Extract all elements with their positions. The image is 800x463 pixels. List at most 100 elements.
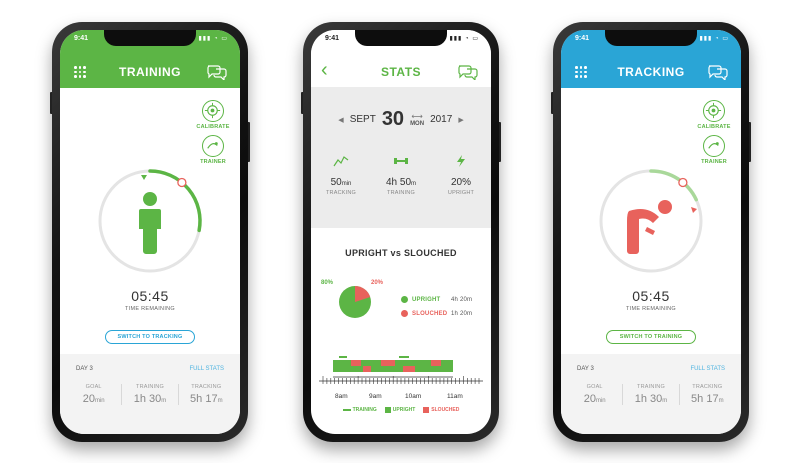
timeline-legend-upright: UPRIGHT (384, 407, 416, 413)
timeline-legend-slouched: SLOUCHED (423, 407, 459, 413)
legend-dot (401, 296, 408, 303)
legend-label: SLOUCHED (431, 407, 460, 413)
status-time: 9:41 (575, 35, 590, 42)
calibrate-button[interactable]: CALIBRATE (196, 100, 230, 130)
legend-label: UPRIGHT (412, 296, 441, 303)
status-time: 9:41 (325, 35, 340, 42)
progress-dial (599, 169, 703, 273)
menu-grid-icon[interactable] (74, 66, 86, 78)
stat-label: TRACKING (191, 384, 222, 390)
legend-label: SLOUCHED (412, 310, 448, 317)
axis-label: 11am (447, 393, 463, 400)
tracking-stat: TRACKING 5h 17m (678, 384, 735, 405)
legend-label: UPRIGHT (392, 407, 416, 413)
progress-knob (177, 177, 187, 188)
phone-tracking: 9:41 ▮▮▮ ◔ ▭ TRACKING (551, 22, 751, 442)
stat-unit: min (595, 398, 606, 404)
section-title: UPRIGHT vs SLOUCHED (345, 248, 457, 258)
upright-stat: 20% UPRIGHT (431, 154, 491, 196)
target-icon (703, 100, 725, 122)
day-label: DAY 3 (577, 366, 594, 372)
calibrate-button[interactable]: CALIBRATE (697, 100, 731, 130)
summary-stats: GOAL 20min TRAINING 1h 30m TRACKING 5h 1… (66, 384, 234, 405)
trainer-icon (703, 135, 725, 157)
stat-label: TRACKING (325, 190, 357, 196)
legend-duration: 4h 20m (451, 296, 473, 303)
chart-icon (333, 156, 349, 167)
back-chevron-icon[interactable]: ‹ (321, 59, 328, 81)
upright-person-icon (139, 192, 161, 254)
slouched-percent: 20% (371, 280, 384, 286)
switch-to-training-button[interactable]: SWITCH TO TRAINING (606, 330, 696, 344)
status-icons: ▮▮▮ ◔ ▭ (449, 36, 479, 42)
menu-grid-icon[interactable] (575, 66, 587, 78)
stat-value: 50 (330, 177, 342, 188)
stats-screen: 9:41 ▮▮▮ ◔ ▭ ‹ STATS ◀ SEPT 30 ⟷ MON 201… (311, 30, 491, 434)
axis-label: 10am (405, 393, 422, 400)
stat-value: 1h 30 (634, 393, 663, 405)
stat-unit: m (161, 398, 167, 404)
progress-knob (678, 177, 688, 188)
switch-to-tracking-button[interactable]: SWITCH TO TRACKING (105, 330, 195, 344)
full-stats-link[interactable]: FULL STATS (189, 366, 224, 372)
chat-icon[interactable] (457, 64, 479, 80)
axis-label: 8am (335, 393, 348, 400)
trainer-button[interactable]: TRAINER (697, 135, 731, 165)
goal-stat: GOAL 20min (567, 384, 622, 405)
chat-icon[interactable] (707, 64, 729, 80)
dumbbell-icon: ⟷ (411, 112, 423, 121)
calibrate-label: CALIBRATE (196, 124, 230, 130)
stat-value: 1h 30 (133, 393, 162, 405)
stat-label: TRAINING (637, 384, 665, 390)
position-marker-icon (141, 175, 147, 180)
timeline-slouch-segment (403, 366, 415, 372)
timeline-axis (319, 376, 483, 384)
stat-unit: m (662, 398, 668, 404)
notch (355, 30, 447, 46)
calibrate-label: CALIBRATE (697, 124, 731, 130)
stat-label: TRAINING (136, 384, 164, 390)
stat-value: 20 (82, 393, 95, 405)
timeline-slouch-segment (363, 366, 371, 372)
page-title: TRACKING (617, 65, 685, 79)
phone-stats: 9:41 ▮▮▮ ◔ ▭ ‹ STATS ◀ SEPT 30 ⟷ MON 201… (301, 22, 501, 442)
stat-label: UPRIGHT (447, 190, 475, 196)
trainer-label: TRAINER (701, 159, 727, 165)
stat-unit: m (411, 181, 417, 187)
progress-arc (148, 169, 202, 233)
training-screen: 9:41 ▮▮▮ ◔ ▭ TRAINING (60, 30, 240, 434)
date-month: SEPT (349, 114, 376, 125)
legend-dot (401, 310, 408, 317)
timer-label: TIME REMAINING (124, 306, 176, 312)
daily-summary: DAY 3 FULL STATS GOAL 20min TRAINING 1h … (60, 354, 240, 434)
goal-stat: GOAL 20min (66, 384, 121, 405)
stat-label: TRACKING (692, 384, 723, 390)
timer: 05:45 (131, 288, 169, 304)
legend-duration: 1h 20m (451, 310, 473, 317)
legend-label: TRAINING (352, 407, 377, 413)
date-day: 30 (381, 108, 405, 130)
stat-label: TRAINING (387, 190, 415, 196)
timeline-training-mark (339, 356, 347, 358)
stat-label: GOAL (586, 384, 603, 390)
next-date-icon[interactable]: ▶ (458, 116, 464, 124)
timer: 05:45 (632, 288, 670, 304)
trainer-icon (202, 135, 224, 157)
day-label: DAY 3 (76, 366, 93, 372)
training-stat: 4h 50m TRAINING (371, 154, 431, 196)
training-stat: TRAINING 1h 30m (622, 384, 678, 405)
posture-pie-chart (339, 286, 371, 318)
full-stats-link[interactable]: FULL STATS (690, 366, 725, 372)
chat-icon[interactable] (206, 64, 228, 80)
timeline-legend: TRAINING UPRIGHT SLOUCHED (311, 407, 491, 413)
pie-slice-slouched (355, 286, 371, 302)
timeline-legend-training: TRAINING (342, 407, 377, 413)
dumbbell-icon (394, 158, 408, 164)
timeline-training-mark (399, 356, 409, 358)
stat-unit: m (217, 398, 223, 404)
legend-slouched: SLOUCHED 1h 20m (401, 310, 472, 317)
prev-date-icon[interactable]: ◀ (338, 116, 344, 124)
timeline-slouch-segment (431, 360, 441, 366)
tracking-screen: 9:41 ▮▮▮ ◔ ▭ TRACKING (561, 30, 741, 434)
trainer-button[interactable]: TRAINER (196, 135, 230, 165)
